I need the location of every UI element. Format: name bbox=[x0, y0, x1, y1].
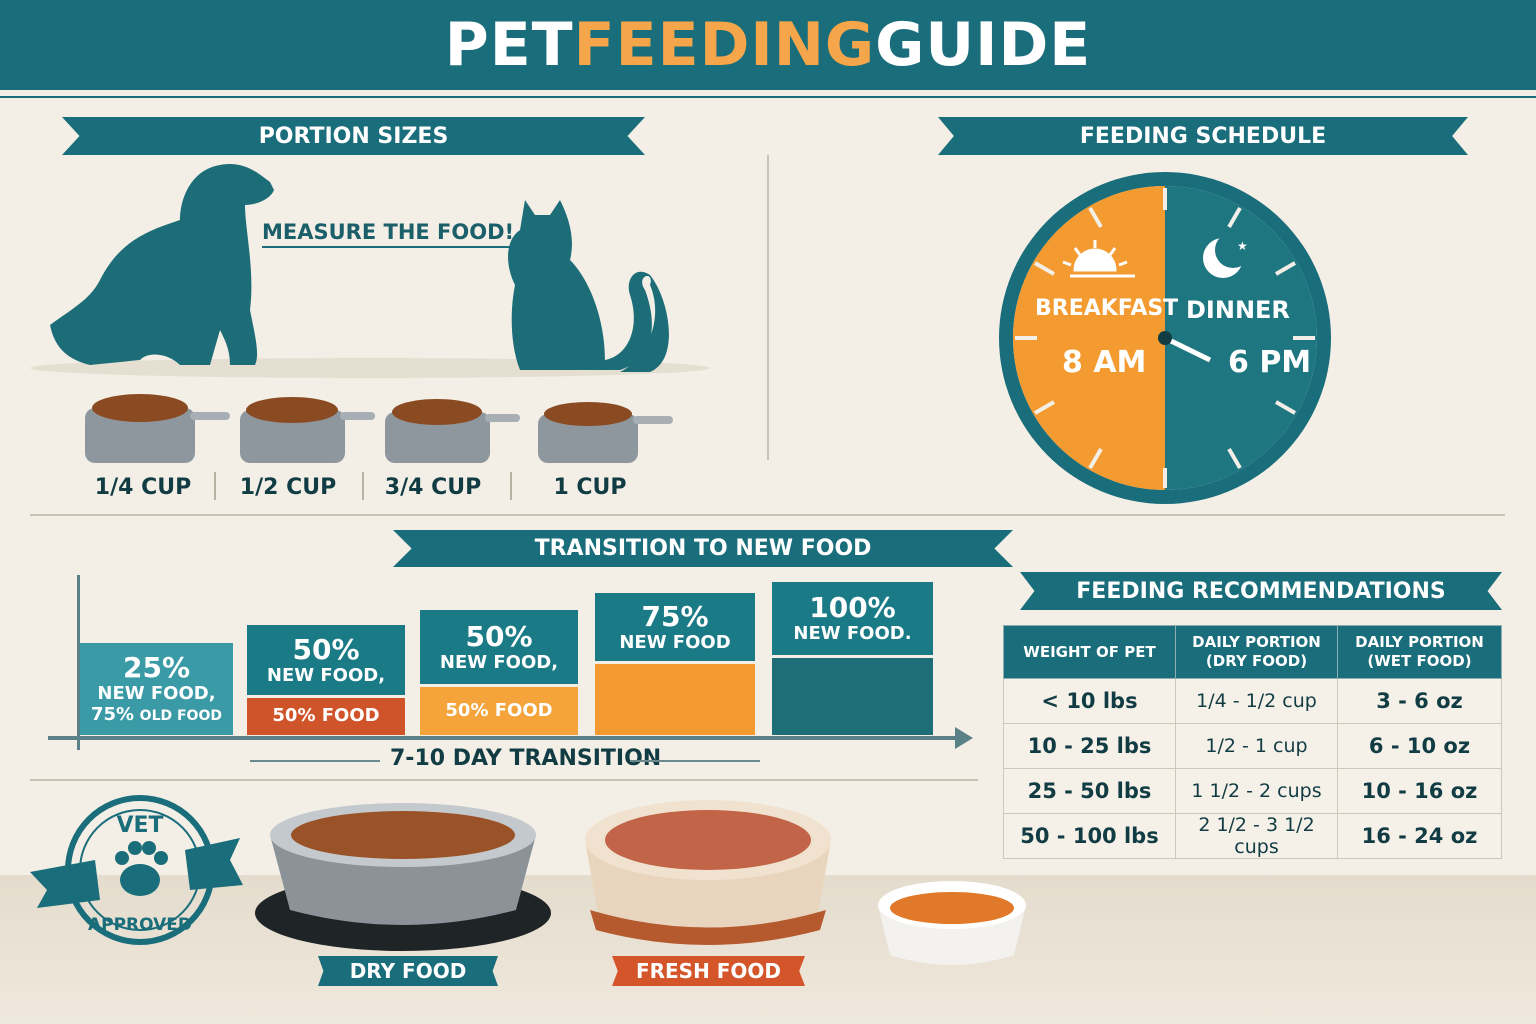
y-axis bbox=[77, 575, 80, 750]
cat-icon bbox=[508, 200, 669, 372]
portion-sizes-heading: PORTION SIZES bbox=[62, 117, 645, 155]
page-title: PET FEEDING GUIDE bbox=[0, 0, 1536, 90]
dog-and-cat-silhouettes bbox=[30, 163, 710, 378]
table-row: 50 - 100 lbs 2 1/2 - 3 1/2 cups 16 - 24 oz bbox=[1003, 813, 1502, 859]
divider bbox=[214, 472, 216, 500]
step-text: NEW FOOD bbox=[619, 631, 731, 653]
step-percent: 25% bbox=[122, 651, 191, 685]
wet-portion-cell: 6 - 10 oz bbox=[1337, 723, 1502, 769]
step-percent: 50% bbox=[465, 619, 533, 653]
section-rule bbox=[30, 514, 1505, 516]
section-rule bbox=[30, 779, 978, 781]
measuring-cup-one bbox=[538, 402, 673, 463]
divider bbox=[630, 760, 760, 762]
weight-cell: 50 - 100 lbs bbox=[1003, 813, 1176, 859]
title-part-1: PET bbox=[444, 10, 574, 80]
step-text: OLD FOOD bbox=[139, 708, 222, 725]
fresh-food-bowl bbox=[585, 800, 831, 945]
step-4-fill bbox=[595, 664, 755, 735]
transition-step-5: 100% NEW FOOD. bbox=[772, 582, 933, 655]
schedule-clock: ★ bbox=[999, 172, 1331, 504]
title-part-3: GUIDE bbox=[875, 10, 1092, 80]
transition-step-1: 25% NEW FOOD, 75% OLD FOOD bbox=[80, 643, 233, 735]
dry-portion-cell: 2 1/2 - 3 1/2 cups bbox=[1175, 813, 1338, 859]
dry-food-bowl bbox=[255, 803, 551, 951]
wet-food-dish bbox=[878, 881, 1026, 965]
stamp-bottom-text: APPROVED bbox=[88, 915, 192, 935]
dinner-time: 6 PM bbox=[1228, 345, 1312, 380]
evening-half bbox=[1165, 186, 1317, 490]
step-3-old-food: 50% FOOD bbox=[420, 687, 578, 735]
step-2-old-food: 50% FOOD bbox=[247, 698, 405, 735]
dog-icon bbox=[50, 163, 274, 365]
transition-heading: TRANSITION TO NEW FOOD bbox=[393, 530, 1013, 567]
arrow-icon bbox=[955, 727, 973, 749]
breakfast-label: BREAKFAST bbox=[1035, 296, 1179, 321]
moon-icon: ★ bbox=[1203, 232, 1251, 278]
step-text: 75% bbox=[91, 704, 135, 726]
dry-portion-cell: 1/4 - 1/2 cup bbox=[1175, 678, 1338, 724]
measuring-cups bbox=[85, 394, 673, 463]
svg-text:★: ★ bbox=[1237, 239, 1248, 253]
step-percent: 100% bbox=[809, 591, 896, 625]
clock-hand bbox=[1163, 335, 1212, 363]
step-text: NEW FOOD. bbox=[793, 623, 912, 645]
vet-approved-stamp: VET APPROVED bbox=[30, 795, 243, 945]
transition-step-2: 50% NEW FOOD, bbox=[247, 625, 405, 695]
dinner-label: DINNER bbox=[1186, 296, 1290, 324]
wet-portion-cell: 3 - 6 oz bbox=[1337, 678, 1502, 724]
title-accent: FEEDING bbox=[573, 10, 876, 80]
dry-portion-cell: 1 1/2 - 2 cups bbox=[1175, 768, 1338, 814]
recommendations-heading: FEEDING RECOMMENDATIONS bbox=[1020, 572, 1502, 610]
cup-label: 3/4 CUP bbox=[384, 475, 482, 500]
weight-cell: 25 - 50 lbs bbox=[1003, 768, 1176, 814]
cup-label: 1/2 CUP bbox=[239, 475, 337, 500]
header-rule bbox=[0, 96, 1536, 98]
transition-step-3: 50% NEW FOOD, bbox=[420, 610, 578, 684]
measuring-cup-quarter bbox=[85, 394, 230, 463]
timeline-axis bbox=[48, 736, 963, 740]
cup-label: 1 CUP bbox=[553, 475, 627, 500]
step-percent: 50% bbox=[292, 632, 360, 666]
step-5-fill bbox=[772, 658, 933, 735]
table-row: 10 - 25 lbs 1/2 - 1 cup 6 - 10 oz bbox=[1003, 723, 1502, 769]
wet-portion-cell: 16 - 24 oz bbox=[1337, 813, 1502, 859]
paw-icon bbox=[115, 841, 168, 896]
step-text: NEW FOOD, bbox=[97, 683, 216, 705]
measuring-cup-three-quarter bbox=[385, 399, 520, 463]
recommendations-table: WEIGHT OF PET DAILY PORTION (DRY FOOD) D… bbox=[1003, 625, 1502, 859]
measuring-cup-half bbox=[240, 397, 375, 463]
transition-step-4: 75% NEW FOOD bbox=[595, 593, 755, 661]
divider bbox=[362, 472, 364, 500]
divider bbox=[510, 472, 512, 500]
weight-cell: < 10 lbs bbox=[1003, 678, 1176, 724]
dry-food-label: DRY FOOD bbox=[318, 956, 498, 986]
divider bbox=[250, 760, 380, 762]
wet-portion-cell: 10 - 16 oz bbox=[1337, 768, 1502, 814]
transition-duration: 7-10 DAY TRANSITION bbox=[390, 746, 662, 771]
step-text: NEW FOOD, bbox=[439, 651, 559, 673]
sun-icon bbox=[1062, 240, 1135, 278]
table-row: 25 - 50 lbs 1 1/2 - 2 cups 10 - 16 oz bbox=[1003, 768, 1502, 814]
breakfast-time: 8 AM bbox=[1062, 345, 1147, 380]
table-row: < 10 lbs 1/4 - 1/2 cup 3 - 6 oz bbox=[1003, 678, 1502, 724]
stamp-top-text: VET bbox=[116, 813, 163, 838]
section-divider bbox=[767, 155, 769, 460]
feeding-schedule-heading: FEEDING SCHEDULE bbox=[938, 117, 1468, 155]
step-percent: 75% bbox=[641, 599, 709, 633]
column-header: DAILY PORTION (DRY FOOD) bbox=[1175, 625, 1338, 679]
measure-callout: MEASURE THE FOOD! bbox=[262, 220, 515, 248]
column-header: WEIGHT OF PET bbox=[1003, 625, 1176, 679]
fresh-food-label: FRESH FOOD bbox=[612, 956, 805, 986]
step-text: NEW FOOD, bbox=[266, 664, 386, 686]
column-header: DAILY PORTION (WET FOOD) bbox=[1337, 625, 1502, 679]
dry-portion-cell: 1/2 - 1 cup bbox=[1175, 723, 1338, 769]
weight-cell: 10 - 25 lbs bbox=[1003, 723, 1176, 769]
cup-label: 1/4 CUP bbox=[94, 475, 192, 500]
